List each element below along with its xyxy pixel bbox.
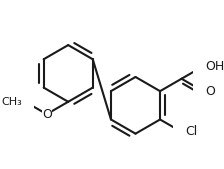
Text: CH₃: CH₃ xyxy=(2,97,23,107)
Text: O: O xyxy=(206,85,215,98)
Text: O: O xyxy=(42,108,52,121)
Text: OH: OH xyxy=(206,60,224,73)
Text: Cl: Cl xyxy=(185,125,197,138)
